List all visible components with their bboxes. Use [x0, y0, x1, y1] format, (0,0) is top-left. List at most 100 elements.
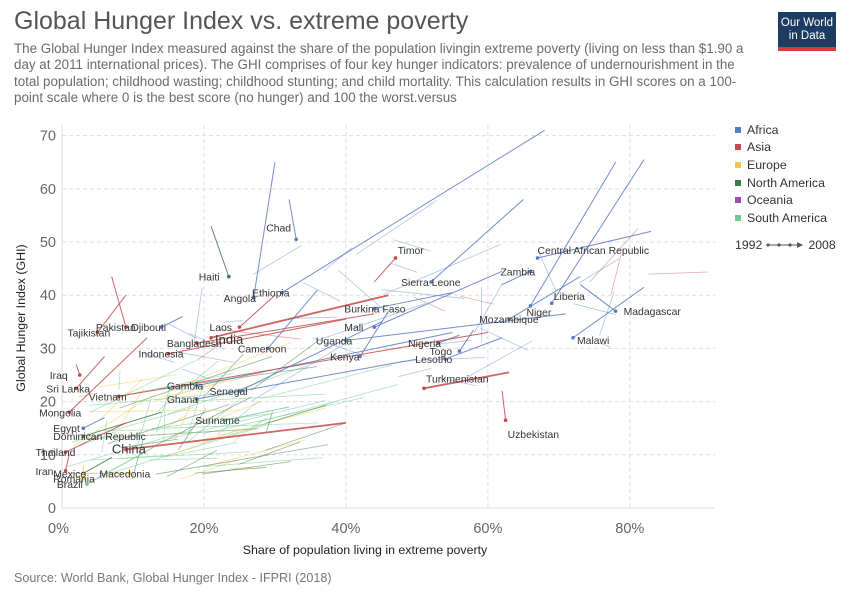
- country-trajectory[interactable]: [159, 316, 183, 329]
- legend-item[interactable]: Asia: [735, 139, 827, 157]
- country-trajectory[interactable]: [223, 406, 290, 423]
- trajectory-line-minor: [318, 303, 426, 341]
- legend-swatch: [735, 144, 741, 151]
- country-trajectory[interactable]: [358, 310, 389, 359]
- trajectory-endpoint: [443, 357, 448, 361]
- country-trajectory[interactable]: [74, 356, 105, 391]
- country-trajectory[interactable]: [209, 294, 389, 340]
- country-trajectory[interactable]: [422, 371, 510, 391]
- trajectory-line-minor: [101, 420, 108, 453]
- trajectory-endpoint: [116, 394, 121, 399]
- trajectory-line-minor: [190, 407, 326, 444]
- country-trajectory[interactable]: [210, 225, 231, 279]
- trajectory-line: [75, 356, 105, 389]
- trajectory-endpoint: [124, 447, 128, 452]
- country-trajectory[interactable]: [501, 269, 533, 286]
- trajectory-line: [572, 286, 645, 339]
- country-trajectory[interactable]: [251, 162, 276, 300]
- trajectory-line-minor: [176, 393, 327, 403]
- legend-label: Asia: [747, 140, 771, 155]
- country-trajectory[interactable]: [81, 465, 86, 481]
- country-trajectory[interactable]: [535, 230, 652, 260]
- trajectory-endpoint: [159, 325, 164, 329]
- legend-item[interactable]: Europe: [735, 156, 827, 174]
- country-trajectory[interactable]: [111, 276, 128, 329]
- country-trajectory[interactable]: [69, 471, 132, 476]
- legend-item[interactable]: Africa: [735, 121, 827, 139]
- country-label: Kenya: [330, 352, 360, 363]
- country-trajectory[interactable]: [429, 199, 524, 284]
- legend-item[interactable]: North America: [735, 174, 827, 192]
- legend-item[interactable]: South America: [735, 209, 827, 227]
- y-tick-label: 20: [40, 395, 56, 411]
- trajectory-line: [374, 270, 503, 328]
- trajectory-line-minor: [252, 245, 302, 275]
- country-label: Brazil: [57, 480, 83, 491]
- trajectory-line-minor: [78, 393, 94, 398]
- country-trajectory[interactable]: [549, 159, 645, 306]
- country-label: Ethiopia: [252, 289, 290, 300]
- country-labels: Chad Timor Haiti Ethiopia Sierra Leone Zambia…: [36, 223, 682, 491]
- legend-label: Africa: [747, 122, 779, 137]
- country-trajectory[interactable]: [501, 390, 508, 423]
- country-trajectory[interactable]: [166, 318, 347, 356]
- country-trajectory[interactable]: [116, 331, 488, 399]
- country-trajectory[interactable]: [373, 256, 398, 283]
- country-label: Mexico: [53, 469, 86, 480]
- country-trajectory[interactable]: [63, 422, 127, 454]
- x-tick-label: 80%: [615, 521, 644, 537]
- country-label: Togo: [429, 347, 452, 358]
- country-trajectory[interactable]: [75, 364, 82, 377]
- owid-logo[interactable]: Our World in Data: [778, 12, 836, 51]
- trajectory-line-minor: [143, 352, 176, 363]
- trajectory-line-minor: [165, 429, 237, 458]
- country-label: Niger: [526, 308, 551, 319]
- trajectory-line-minor: [202, 353, 244, 399]
- trajectory-line-minor: [399, 356, 485, 362]
- country-trajectory[interactable]: [579, 284, 618, 313]
- country-label: Djibouti: [131, 323, 166, 334]
- trajectory-line-minor: [381, 289, 465, 299]
- country-trajectory[interactable]: [372, 292, 453, 311]
- country-trajectory[interactable]: [195, 313, 375, 345]
- country-trajectory[interactable]: [195, 331, 453, 388]
- country-trajectory[interactable]: [571, 286, 645, 340]
- legend-swatch: [735, 126, 741, 133]
- legend-item[interactable]: Oceania: [735, 191, 827, 209]
- country-trajectory[interactable]: [195, 358, 417, 401]
- trajectory-line: [359, 310, 389, 357]
- country-trajectory[interactable]: [280, 129, 545, 295]
- trajectory-endpoint: [429, 280, 433, 284]
- trajectory-line: [537, 230, 652, 259]
- trajectory-line: [501, 270, 531, 286]
- country-trajectory[interactable]: [63, 454, 70, 473]
- country-label: Sierra Leone: [401, 278, 461, 289]
- country-label: Timor: [398, 246, 425, 257]
- trajectory-line-minor: [265, 423, 344, 451]
- country-trajectory[interactable]: [528, 161, 617, 308]
- country-trajectory[interactable]: [288, 199, 299, 242]
- country-trajectory[interactable]: [237, 294, 276, 329]
- timeline-legend[interactable]: 1992 2008: [735, 238, 836, 252]
- country-trajectory[interactable]: [507, 276, 581, 321]
- country-trajectory[interactable]: [81, 417, 105, 431]
- trajectory-line: [168, 318, 347, 355]
- country-trajectory[interactable]: [443, 337, 503, 361]
- country-trajectory[interactable]: [67, 337, 148, 415]
- country-label: Malawi: [577, 336, 609, 347]
- trajectory-line-minor: [163, 401, 166, 442]
- country-trajectory[interactable]: [124, 421, 347, 452]
- trajectory-line: [530, 161, 617, 307]
- country-label: Tajikistan: [67, 328, 110, 339]
- trajectory-line: [83, 457, 112, 474]
- background-trajectories: [67, 200, 708, 480]
- trajectory-endpoint: [63, 450, 68, 454]
- trajectory-endpoint: [209, 335, 213, 340]
- trajectory-endpoint: [358, 354, 362, 359]
- country-trajectory[interactable]: [457, 329, 475, 353]
- country-trajectory[interactable]: [85, 446, 155, 486]
- country-trajectory[interactable]: [95, 294, 127, 335]
- x-axis-title: Share of population living in extreme po…: [243, 543, 488, 557]
- logo-line-1: Our World: [780, 17, 834, 29]
- country-trajectory[interactable]: [266, 289, 318, 351]
